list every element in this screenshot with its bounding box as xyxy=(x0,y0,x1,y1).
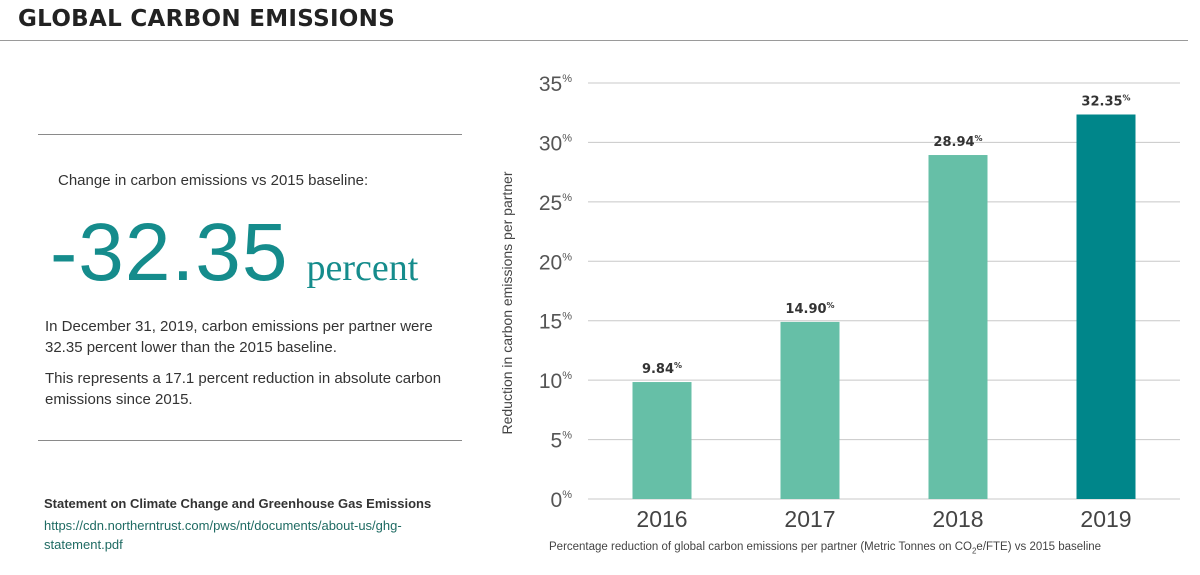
bars xyxy=(632,114,1136,500)
page-title: GLOBAL CARBON EMISSIONS xyxy=(18,6,396,32)
statement-link[interactable]: https://cdn.northerntrust.com/pws/nt/doc… xyxy=(44,518,402,552)
bar-2016 xyxy=(632,382,692,499)
data-labels: 9.84% 14.90% 28.94% 32.35% xyxy=(642,93,1131,377)
kpi-caption: Change in carbon emissions vs 2015 basel… xyxy=(58,172,369,189)
kpi-block: -32.35 percent xyxy=(50,206,418,300)
kpi-value: -32.35 xyxy=(50,207,289,298)
chart-caption-text: Percentage reduction of global carbon em… xyxy=(549,541,972,553)
x-tick-label: 2016 xyxy=(636,506,687,532)
x-axis-ticks: 2016 2017 2018 2019 xyxy=(636,506,1131,532)
y-tick-label: 35% xyxy=(539,73,572,96)
data-label-2016: 9.84% xyxy=(642,361,682,377)
y-tick-label: 30% xyxy=(539,132,572,155)
chart-caption-suffix: e/FTE) vs 2015 baseline xyxy=(976,541,1102,553)
x-tick-label: 2019 xyxy=(1080,506,1131,532)
y-tick-label: 0% xyxy=(551,489,573,512)
x-tick-label: 2017 xyxy=(784,506,835,532)
y-tick-label: 20% xyxy=(539,251,572,274)
x-tick-label: 2018 xyxy=(932,506,983,532)
kpi-top-divider xyxy=(38,134,462,135)
kpi-unit: percent xyxy=(306,247,419,289)
y-tick-label: 10% xyxy=(539,370,572,393)
statement-title: Statement on Climate Change and Greenhou… xyxy=(44,496,432,511)
data-label-2019: 32.35% xyxy=(1081,93,1130,109)
kpi-bottom-divider xyxy=(38,440,462,441)
title-divider xyxy=(0,40,1188,41)
chart-caption-subscript: 2 xyxy=(971,546,977,556)
data-label-2018: 28.94% xyxy=(933,134,982,150)
summary-paragraph: In December 31, 2019, carbon emissions p… xyxy=(45,318,433,356)
y-axis-label: Reduction in carbon emissions per partne… xyxy=(499,171,515,434)
bar-2019 xyxy=(1076,114,1136,500)
data-label-2017: 14.90% xyxy=(785,301,834,317)
y-tick-label: 15% xyxy=(539,311,572,334)
bar-chart: 0% 5% 10% 15% 20% 25% 30% 35% Reduction in carb… xyxy=(499,73,1180,532)
y-tick-label: 25% xyxy=(539,192,572,215)
absolute-reduction-paragraph: This represents a 17.1 percent reduction… xyxy=(45,370,442,408)
y-axis-ticks: 0% 5% 10% 15% 20% 25% 30% 35% xyxy=(539,73,572,512)
y-tick-label: 5% xyxy=(551,430,573,453)
chart-caption: Percentage reduction of global carbon em… xyxy=(549,541,1101,555)
bar-2018 xyxy=(928,155,988,499)
bar-2017 xyxy=(780,321,840,499)
